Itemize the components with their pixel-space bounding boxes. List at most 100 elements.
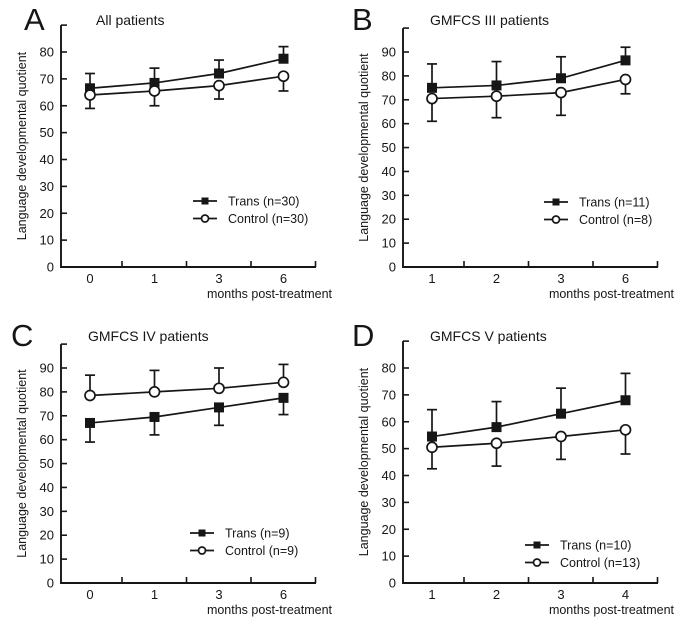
- x-tick-label: 0: [86, 271, 93, 286]
- y-tick-label: 20: [40, 206, 54, 221]
- y-tick-label: 70: [40, 408, 54, 423]
- x-ticks: [463, 577, 659, 583]
- panel-letter-d: D: [352, 318, 375, 353]
- legend-marker: [552, 198, 560, 206]
- y-tick-label: 20: [40, 528, 54, 543]
- series-trans-n-11: [427, 46, 631, 89]
- y-tick-label: 10: [382, 549, 396, 564]
- panel-b: B GMFCS III patients 0 10 20 30 40 50 60 70 80 90…: [342, 0, 684, 316]
- data-point-marker: [491, 422, 502, 433]
- panel-letter-a: A: [24, 2, 45, 37]
- markers-control-n-13: [426, 423, 632, 454]
- series-line: [431, 78, 626, 100]
- legend-marker: [533, 541, 541, 549]
- legend-item-trans-n-11: Trans (n=11): [544, 196, 650, 210]
- x-tick-labels: 1 2 3 6: [428, 271, 629, 286]
- panel-title-c: GMFCS IV patients: [88, 328, 209, 344]
- data-point-marker: [213, 79, 225, 92]
- legend-marker: [201, 197, 209, 205]
- series-trans-n-10: [427, 372, 631, 438]
- legend-label: Trans (n=10): [560, 539, 631, 553]
- series-control-n-9: [85, 363, 289, 397]
- x-tick-labels: 0 1 3 6: [86, 271, 287, 286]
- y-tick-label: 80: [382, 361, 396, 376]
- data-point-marker: [214, 402, 224, 413]
- legend-label: Control (n=13): [560, 556, 640, 570]
- y-tick-labels: 0 10 20 30 40 50 60 70 80 90: [382, 45, 396, 275]
- legend-marker: [197, 546, 207, 555]
- y-tick-label: 50: [40, 125, 54, 140]
- y-tick-label: 40: [40, 480, 54, 495]
- y-tick-label: 40: [382, 164, 396, 179]
- y-tick-label: 0: [47, 576, 54, 591]
- x-tick-label: 3: [557, 271, 564, 286]
- data-point-marker: [148, 386, 161, 398]
- y-tick-labels: 0 10 20 30 40 50 60 70 80 90: [40, 361, 54, 591]
- data-point-marker: [556, 408, 566, 419]
- y-tick-label: 30: [382, 495, 396, 510]
- legend-label: Trans (n=9): [225, 527, 290, 541]
- y-tick-label: 20: [382, 212, 396, 227]
- y-tick-label: 30: [382, 188, 396, 203]
- series-line: [431, 59, 626, 89]
- y-axis-title: Language developmental quotient: [357, 53, 371, 242]
- series-control-n-13: [427, 428, 631, 470]
- y-tick-label: 10: [40, 233, 54, 248]
- y-tick-label: 50: [40, 456, 54, 471]
- data-point-marker: [555, 86, 567, 99]
- data-point-marker: [277, 70, 290, 83]
- markers-trans-n-30: [85, 53, 289, 94]
- legend-marker: [551, 215, 561, 224]
- data-point-marker: [426, 441, 438, 454]
- series-line: [431, 428, 626, 449]
- panel-c: C GMFCS IV patients 0 10 20 30 40 50 60 70 80 90 0…: [0, 316, 342, 632]
- data-point-marker: [619, 73, 632, 86]
- y-ticks: [403, 27, 409, 268]
- x-tick-label: 1: [428, 271, 435, 286]
- y-tick-label: 70: [382, 92, 396, 107]
- x-tick-label: 2: [493, 587, 500, 602]
- data-point-marker: [84, 389, 96, 402]
- series-line: [89, 57, 284, 90]
- x-tick-label: 3: [215, 271, 222, 286]
- series-line: [89, 381, 284, 397]
- y-tick-label: 0: [389, 260, 396, 275]
- panel-title-b: GMFCS III patients: [430, 12, 550, 28]
- y-tick-label: 30: [40, 504, 54, 519]
- data-point-marker: [149, 77, 160, 88]
- x-tick-labels: 1 2 3 4: [428, 587, 629, 602]
- legend: Trans (n=10) Control (n=13): [525, 539, 640, 570]
- data-point-marker: [555, 430, 567, 443]
- y-tick-label: 0: [47, 260, 54, 275]
- legend-label: Control (n=9): [225, 544, 298, 558]
- y-ticks: [403, 340, 409, 584]
- x-ticks: [463, 261, 659, 267]
- data-point-marker: [85, 83, 95, 94]
- panel-a: A All patients 0 10 20 30 40 50 60 70 80 0 1 3 6 mont…: [0, 0, 342, 316]
- legend: Trans (n=11) Control (n=8): [544, 196, 652, 227]
- x-axis-title: months post-treatment: [207, 287, 333, 301]
- y-tick-label: 60: [40, 98, 54, 113]
- panel-title-d: GMFCS V patients: [430, 328, 547, 344]
- y-tick-label: 50: [382, 441, 396, 456]
- x-ticks: [121, 577, 317, 583]
- y-tick-label: 10: [382, 236, 396, 251]
- data-point-marker: [556, 73, 566, 84]
- y-tick-labels: 0 10 20 30 40 50 60 70 80: [382, 361, 396, 591]
- y-tick-label: 60: [382, 116, 396, 131]
- legend-item-control-n-9: Control (n=9): [190, 544, 298, 558]
- legend-label: Control (n=30): [228, 212, 308, 226]
- x-tick-label: 2: [493, 271, 500, 286]
- panel-letter-c: C: [11, 318, 34, 353]
- data-point-marker: [619, 423, 632, 436]
- legend-label: Trans (n=30): [228, 195, 299, 209]
- x-tick-label: 1: [151, 587, 158, 602]
- y-ticks: [61, 24, 67, 268]
- y-tick-label: 90: [40, 361, 54, 376]
- legend-label: Control (n=8): [579, 213, 652, 227]
- y-tick-label: 60: [40, 432, 54, 447]
